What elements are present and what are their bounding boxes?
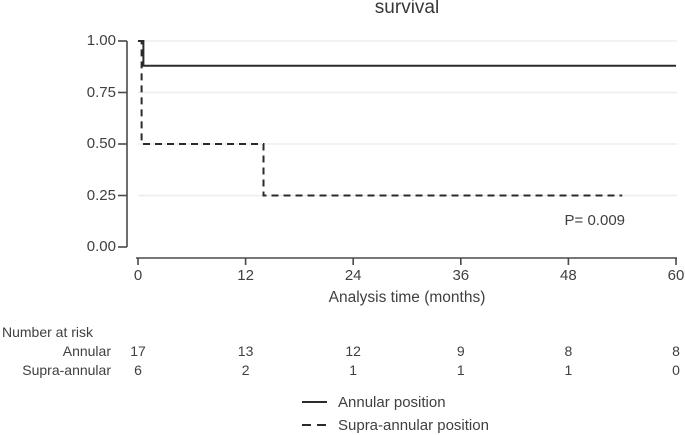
y-axis-tick-label: 0.00 bbox=[86, 238, 116, 255]
p-value-annotation: P= 0.009 bbox=[564, 212, 625, 229]
legend-item-label: Annular position bbox=[338, 393, 446, 411]
x-axis-tick-label: 24 bbox=[344, 267, 362, 284]
legend-item: Supra-annular position bbox=[302, 416, 489, 434]
risk-row-label: Annular bbox=[62, 343, 111, 359]
risk-row-label: Supra-annular bbox=[22, 362, 111, 378]
legend-item-label: Supra-annular position bbox=[338, 416, 489, 434]
y-axis-tick-label: 0.25 bbox=[86, 186, 116, 204]
risk-count: 9 bbox=[456, 343, 465, 359]
risk-count: 2 bbox=[241, 362, 250, 378]
x-axis-tick-label: 48 bbox=[560, 267, 577, 284]
risk-count: 17 bbox=[130, 343, 146, 359]
risk-count: 1 bbox=[564, 362, 573, 378]
legend: Annular position Supra-annular position bbox=[302, 393, 489, 434]
legend-item: Annular position bbox=[302, 393, 489, 411]
survival-curve-annular-position bbox=[138, 40, 676, 67]
risk-count: 8 bbox=[672, 343, 680, 359]
chart-title: survival bbox=[374, 0, 440, 18]
x-axis-tick-label: 12 bbox=[237, 267, 254, 284]
legend-swatch-solid-line-icon bbox=[302, 401, 327, 403]
risk-count: 0 bbox=[672, 362, 680, 378]
y-axis-tick-label: 1.00 bbox=[86, 32, 116, 49]
risk-count: 1 bbox=[349, 362, 358, 378]
risk-count: 13 bbox=[237, 343, 254, 359]
risk-count: 12 bbox=[345, 343, 361, 359]
risk-table-header: Number at risk bbox=[2, 324, 94, 340]
x-axis-label: Analysis time (months) bbox=[328, 289, 486, 306]
y-axis-tick-label: 0.50 bbox=[86, 135, 116, 152]
x-axis-tick-label: 60 bbox=[667, 267, 685, 284]
x-axis-tick-label: 0 bbox=[133, 267, 143, 284]
risk-count: 6 bbox=[134, 362, 142, 378]
risk-count: 8 bbox=[564, 343, 573, 359]
y-axis-tick-label: 0.75 bbox=[86, 83, 116, 101]
risk-count: 1 bbox=[456, 362, 465, 378]
survival-curve-supra-annular-position bbox=[138, 40, 623, 197]
x-axis-tick-label: 36 bbox=[452, 267, 470, 284]
legend-swatch-dashed-line-icon bbox=[302, 424, 327, 426]
